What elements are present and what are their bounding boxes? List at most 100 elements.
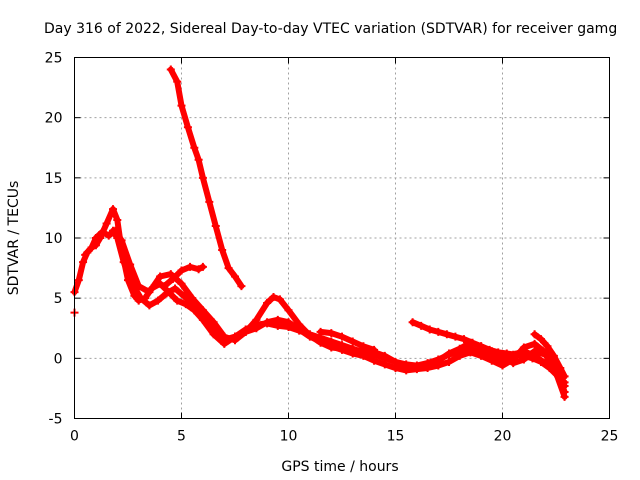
data-point xyxy=(391,357,400,366)
data-point xyxy=(162,289,171,298)
data-point xyxy=(177,101,186,110)
data-point xyxy=(445,350,453,359)
data-point xyxy=(445,357,453,366)
data-point xyxy=(380,354,389,363)
data-point xyxy=(168,274,177,283)
data-point xyxy=(537,357,546,366)
series-trace xyxy=(110,227,568,400)
x-tick-label: 25 xyxy=(601,429,619,445)
data-point xyxy=(442,330,451,339)
data-point xyxy=(316,327,325,336)
data-point xyxy=(273,321,282,330)
data-point xyxy=(91,234,100,242)
data-point xyxy=(425,325,434,334)
data-point xyxy=(434,355,443,364)
data-point xyxy=(269,292,278,301)
data-point xyxy=(543,342,552,351)
data-point xyxy=(160,282,169,291)
tick-labels: 0 5 10 15 20 25 -5 0 5 10 15 20 25 xyxy=(45,51,619,445)
y-tick-label: -5 xyxy=(49,412,63,428)
data-point xyxy=(186,262,195,271)
data-point xyxy=(104,231,113,240)
data-point xyxy=(109,205,118,214)
data-point xyxy=(102,219,111,228)
x-tick-label: 15 xyxy=(387,429,405,445)
data-point xyxy=(327,329,336,338)
data-point xyxy=(218,246,227,255)
data-point xyxy=(263,319,272,328)
data-point xyxy=(284,323,293,332)
data-point xyxy=(194,265,203,274)
data-point xyxy=(556,363,565,372)
data-point xyxy=(537,335,546,344)
x-tick-label: 5 xyxy=(177,429,186,445)
data-point xyxy=(198,173,207,182)
data-point xyxy=(98,227,107,236)
series-trace xyxy=(82,227,568,395)
data-point xyxy=(545,363,554,372)
data-point xyxy=(81,250,90,259)
series-arc-3 xyxy=(166,65,246,291)
data-point xyxy=(205,197,214,206)
data-point xyxy=(179,291,188,300)
y-tick-label: 20 xyxy=(45,111,63,127)
y-tick-label: 10 xyxy=(45,231,63,247)
series-arc-5 xyxy=(160,262,207,291)
data-point xyxy=(402,360,411,369)
data-point xyxy=(528,354,537,363)
data-point xyxy=(198,262,207,271)
data-point xyxy=(136,294,145,303)
series-arc-2 xyxy=(81,226,569,397)
data-point xyxy=(451,332,460,341)
data-point xyxy=(153,296,162,305)
data-point xyxy=(128,279,137,288)
series-arc-8 xyxy=(530,330,569,381)
data-point xyxy=(194,155,203,164)
data-point xyxy=(156,272,165,281)
data-point xyxy=(87,243,96,252)
data-point xyxy=(434,327,443,336)
data-point xyxy=(109,226,118,235)
data-point xyxy=(560,392,569,401)
data-point xyxy=(459,335,468,344)
y-tick-label: 5 xyxy=(54,291,63,307)
data-point xyxy=(423,359,432,368)
data-point xyxy=(487,353,496,362)
data-point xyxy=(338,341,346,350)
data-series xyxy=(70,65,569,401)
data-point xyxy=(370,345,379,354)
data-point xyxy=(275,295,284,304)
y-axis-title: SDTVAR / TECUs xyxy=(6,181,22,296)
data-point xyxy=(509,359,518,368)
axis-ticks xyxy=(74,57,610,419)
x-tick-label: 0 xyxy=(70,429,79,445)
data-point xyxy=(231,272,239,281)
chart-title: Day 316 of 2022, Sidereal Day-to-day VTE… xyxy=(44,21,617,37)
series-arc-1 xyxy=(70,205,569,391)
data-point xyxy=(408,318,417,327)
data-point xyxy=(145,301,154,310)
data-point xyxy=(338,332,346,341)
data-point xyxy=(224,264,233,273)
data-point xyxy=(348,344,357,353)
data-point xyxy=(166,65,175,74)
data-point xyxy=(252,320,261,329)
x-tick-label: 20 xyxy=(494,429,512,445)
data-point xyxy=(284,306,293,315)
data-point xyxy=(560,372,569,381)
x-axis-title: GPS time / hours xyxy=(281,459,398,475)
data-point xyxy=(196,311,205,320)
data-point xyxy=(511,350,520,359)
data-point xyxy=(468,338,477,347)
data-point xyxy=(348,337,357,346)
data-point xyxy=(241,325,250,334)
data-point xyxy=(183,123,192,132)
series-arc-7 xyxy=(408,318,569,387)
data-point xyxy=(327,337,336,346)
data-point xyxy=(213,327,222,336)
data-point xyxy=(177,266,186,275)
data-point xyxy=(541,350,550,359)
y-tick-label: 15 xyxy=(45,171,63,187)
data-point xyxy=(173,77,182,86)
